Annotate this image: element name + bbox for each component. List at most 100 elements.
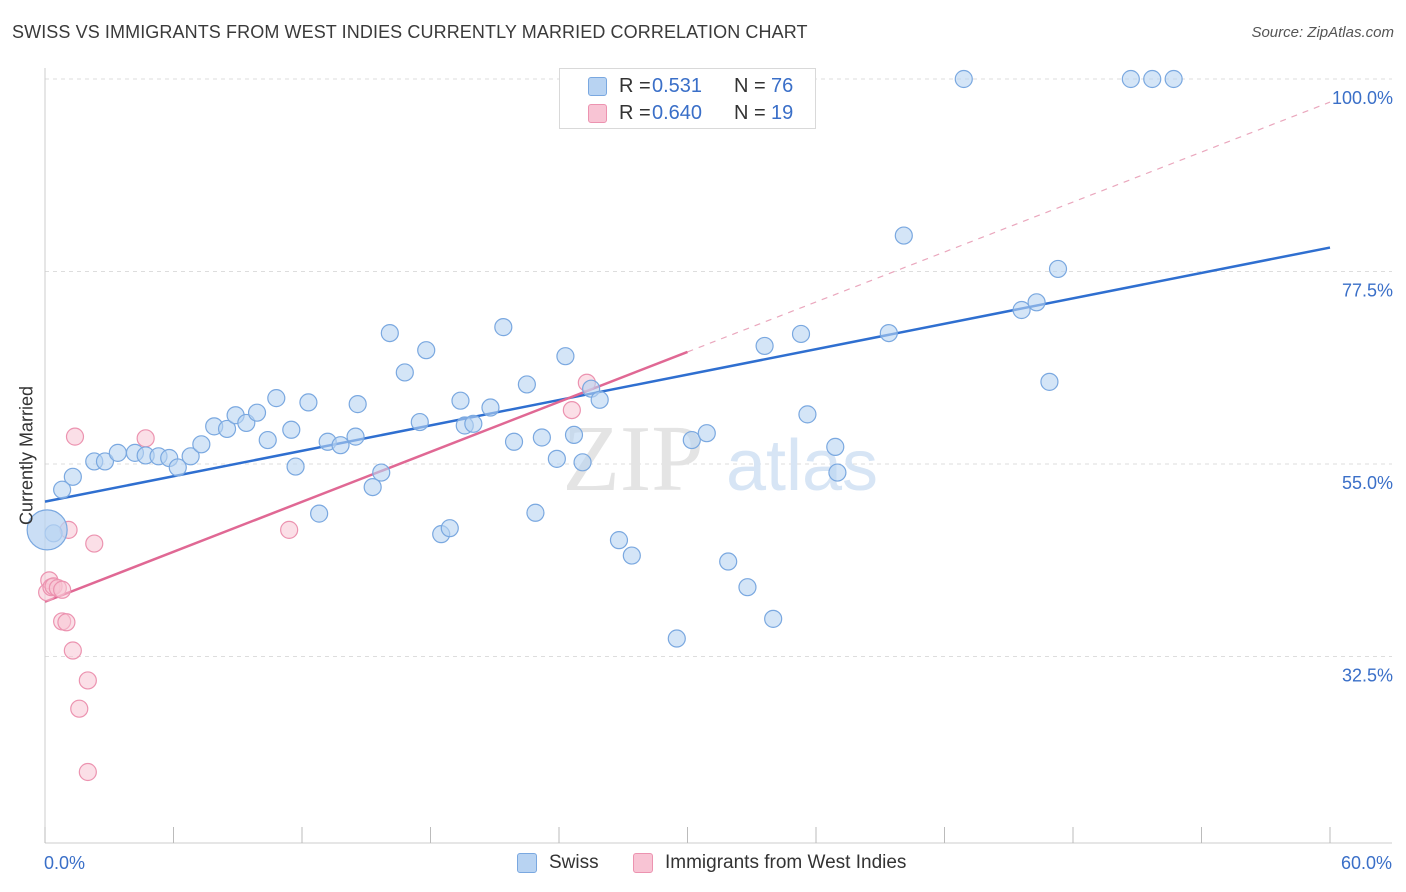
swiss-trend-line — [44, 246, 1331, 503]
west-indies-point — [280, 520, 299, 539]
series-name-west-indies: Immigrants from West Indies — [665, 852, 907, 873]
legend-n-label: N = — [734, 75, 766, 97]
swiss-point — [564, 425, 584, 445]
legend-r-value: 0.531 — [652, 75, 703, 97]
swiss-point — [894, 226, 913, 245]
west-indies-point — [78, 671, 97, 690]
swiss-point — [826, 437, 845, 456]
swiss-point — [526, 503, 545, 522]
west-indies-point — [562, 401, 581, 420]
trend-layer — [44, 101, 1331, 603]
y-axis-label: Currently Married — [16, 385, 37, 526]
swiss-point — [879, 324, 898, 343]
swiss-point — [622, 546, 641, 565]
swiss-point — [1012, 300, 1031, 320]
legend-r-label: R = — [619, 75, 651, 97]
swiss-point — [1164, 69, 1183, 89]
watermark-atlas: atlas — [726, 426, 878, 506]
swiss-point — [282, 420, 301, 439]
swiss-point — [258, 430, 277, 450]
swiss-point — [1040, 372, 1059, 391]
swiss-point — [108, 443, 127, 462]
swiss-point — [348, 395, 367, 414]
legend-r-label: R = — [619, 102, 651, 124]
series-swatch-swiss — [517, 853, 537, 873]
swiss-point — [556, 347, 575, 366]
swiss-point — [95, 452, 115, 471]
swiss-point — [372, 463, 391, 482]
swiss-point — [755, 336, 774, 356]
axis-layer — [44, 68, 1392, 844]
west-indies-point — [57, 613, 76, 632]
swiss-point — [1048, 259, 1068, 279]
west-indies-point — [53, 580, 72, 599]
chart-title: SWISS VS IMMIGRANTS FROM WEST INDIES CUR… — [12, 22, 808, 42]
swiss-point — [168, 458, 187, 477]
swiss-point — [192, 435, 211, 454]
swiss-point — [380, 324, 399, 343]
west-indies-point — [63, 641, 82, 660]
legend-swatch-west-indies — [588, 104, 607, 123]
legend-n-value: 19 — [771, 102, 794, 124]
swiss-point — [504, 432, 524, 451]
swiss-point — [682, 430, 701, 450]
swiss-point — [494, 318, 513, 337]
swiss-point — [481, 398, 500, 417]
swiss-point — [363, 478, 382, 497]
west-indies-point — [65, 427, 85, 446]
legend-n-value: 76 — [771, 75, 794, 97]
swiss-point — [1027, 293, 1046, 312]
west-indies-point — [136, 429, 155, 448]
swiss-point — [667, 629, 686, 648]
source-credit: Source: ZipAtlas.com — [1251, 24, 1394, 41]
swiss-point — [395, 363, 414, 382]
swiss-point — [267, 389, 286, 408]
swiss-point — [181, 447, 200, 466]
swiss-point — [310, 504, 329, 523]
swiss-point — [26, 509, 68, 551]
swiss-point — [247, 403, 267, 422]
legend-swatch-swiss — [588, 77, 607, 96]
swiss-point — [440, 519, 459, 538]
swiss-point — [417, 341, 436, 360]
swiss-point — [410, 412, 429, 432]
swiss-point — [764, 609, 783, 628]
y-tick-label: 77.5% — [1342, 281, 1393, 301]
series-name-swiss: Swiss — [549, 852, 599, 873]
swiss-point — [299, 393, 318, 412]
swiss-point — [609, 531, 629, 550]
x-tick-label: 60.0% — [1341, 853, 1392, 873]
swiss-point — [573, 453, 592, 472]
swiss-point — [53, 480, 72, 499]
swiss-point — [532, 428, 551, 447]
y-tick-label: 32.5% — [1342, 666, 1393, 686]
legend-n-label: N = — [734, 102, 766, 124]
west-indies-point — [70, 699, 89, 718]
swiss-point — [217, 419, 237, 439]
swiss-point — [517, 375, 536, 394]
swiss-point — [451, 391, 470, 410]
swiss-point — [738, 578, 757, 597]
swiss-point — [464, 414, 483, 433]
west-indies-points — [38, 373, 596, 782]
swiss-point — [547, 449, 566, 468]
west-indies-point — [85, 534, 104, 553]
y-tick-label: 55.0% — [1342, 473, 1393, 493]
correlation-legend: R = 0.531 N = 76 R = 0.640 N = 19 — [559, 68, 816, 129]
y-tick-label: 100.0% — [1332, 88, 1393, 108]
x-tick-label: 0.0% — [44, 853, 85, 873]
swiss-point — [697, 424, 716, 443]
legend-r-value: 0.640 — [652, 102, 703, 124]
swiss-point — [1121, 69, 1140, 89]
swiss-point — [798, 405, 817, 424]
swiss-point — [286, 457, 305, 476]
swiss-point — [719, 552, 738, 571]
swiss-point — [590, 390, 609, 409]
swiss-point — [1143, 69, 1162, 89]
west-indies-trend-extension — [687, 101, 1331, 353]
swiss-point — [63, 467, 82, 486]
swiss-point — [791, 324, 811, 344]
swiss-point — [346, 427, 365, 446]
swiss-point — [331, 436, 350, 455]
